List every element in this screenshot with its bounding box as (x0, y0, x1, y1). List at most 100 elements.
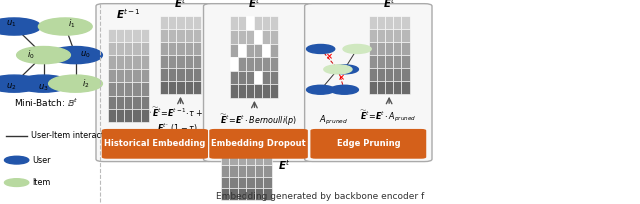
Text: $\widetilde{\boldsymbol{E}}^t$: $\widetilde{\boldsymbol{E}}^t$ (174, 0, 187, 10)
Bar (401, 29, 410, 42)
Bar (377, 29, 385, 42)
Bar (168, 55, 177, 68)
Bar (116, 42, 124, 55)
Bar (246, 131, 255, 142)
Bar (385, 81, 393, 94)
Bar (270, 30, 278, 43)
Bar (270, 84, 278, 98)
Circle shape (324, 65, 352, 74)
Bar (132, 55, 141, 69)
FancyBboxPatch shape (102, 129, 208, 159)
Bar (401, 55, 410, 68)
Bar (177, 29, 184, 42)
Bar (254, 71, 262, 84)
Bar (116, 96, 124, 109)
Text: $u_{0}$: $u_{0}$ (81, 50, 91, 60)
Bar (132, 42, 141, 55)
Bar (264, 131, 272, 142)
Bar (401, 68, 410, 81)
Bar (132, 29, 141, 42)
Bar (193, 16, 201, 29)
Circle shape (38, 18, 92, 35)
Bar (264, 188, 272, 200)
Bar (168, 42, 177, 55)
Bar (254, 84, 262, 98)
Text: $\boldsymbol{E}^{t-1}$: $\boldsymbol{E}^{t-1}$ (116, 8, 141, 21)
Bar (255, 154, 264, 165)
Bar (246, 71, 255, 84)
Text: Embedding generated by backbone encoder f: Embedding generated by backbone encoder … (216, 192, 424, 201)
Bar (221, 165, 229, 177)
Bar (377, 55, 385, 68)
Bar (132, 96, 141, 109)
Bar (393, 29, 401, 42)
Bar (132, 109, 141, 122)
Bar (377, 81, 385, 94)
FancyBboxPatch shape (310, 129, 426, 159)
Circle shape (307, 85, 335, 94)
Bar (229, 154, 238, 165)
Bar (193, 42, 201, 55)
Bar (230, 71, 238, 84)
Bar (160, 42, 168, 55)
Bar (124, 82, 132, 96)
Bar (369, 55, 377, 68)
Bar (238, 188, 246, 200)
Bar (401, 81, 410, 94)
Circle shape (0, 75, 41, 92)
Text: $\boldsymbol{E}^t$: $\boldsymbol{E}^t$ (278, 158, 291, 172)
Circle shape (49, 75, 102, 92)
Bar (221, 142, 229, 154)
Bar (141, 82, 149, 96)
Bar (229, 131, 238, 142)
Bar (168, 29, 177, 42)
Bar (141, 55, 149, 69)
Text: $\widetilde{\boldsymbol{E}}^t\!=\!\boldsymbol{E}^t\cdot A_{pruned}$: $\widetilde{\boldsymbol{E}}^t\!=\!\bolds… (360, 109, 416, 124)
Bar (401, 16, 410, 29)
FancyBboxPatch shape (96, 4, 214, 162)
Bar (177, 81, 184, 94)
Bar (246, 16, 255, 30)
Bar (246, 154, 255, 165)
Bar (262, 30, 270, 43)
Bar (141, 42, 149, 55)
Bar (264, 142, 272, 154)
Bar (239, 43, 246, 57)
Bar (377, 42, 385, 55)
Bar (246, 177, 255, 188)
Bar (177, 16, 184, 29)
Text: ×: × (326, 53, 333, 62)
Bar (377, 68, 385, 81)
Text: Edge Pruning: Edge Pruning (337, 139, 400, 148)
Bar (238, 142, 246, 154)
Text: Item: Item (32, 178, 51, 187)
Bar (246, 165, 255, 177)
Bar (177, 42, 184, 55)
Bar (385, 16, 393, 29)
Bar (116, 55, 124, 69)
Bar (116, 69, 124, 82)
Bar (229, 188, 238, 200)
Bar (124, 96, 132, 109)
Bar (270, 16, 278, 30)
Bar (108, 109, 116, 122)
Bar (108, 29, 116, 42)
Bar (184, 29, 193, 42)
Bar (246, 188, 255, 200)
Bar (116, 82, 124, 96)
Bar (246, 57, 255, 71)
Bar (255, 165, 264, 177)
Bar (177, 55, 184, 68)
Bar (385, 29, 393, 42)
Circle shape (330, 85, 358, 94)
Bar (229, 165, 238, 177)
Text: $i_{2}$: $i_{2}$ (82, 77, 90, 90)
Bar (401, 42, 410, 55)
Bar (238, 165, 246, 177)
Bar (239, 84, 246, 98)
Text: Embedding Dropout: Embedding Dropout (211, 139, 306, 148)
Bar (160, 55, 168, 68)
Text: $\widetilde{\boldsymbol{E}}^t\!=\!\boldsymbol{E}^t\cdot Bernoulli(p)$: $\widetilde{\boldsymbol{E}}^t\!=\!\bolds… (220, 113, 297, 128)
Circle shape (4, 179, 29, 186)
Bar (393, 16, 401, 29)
